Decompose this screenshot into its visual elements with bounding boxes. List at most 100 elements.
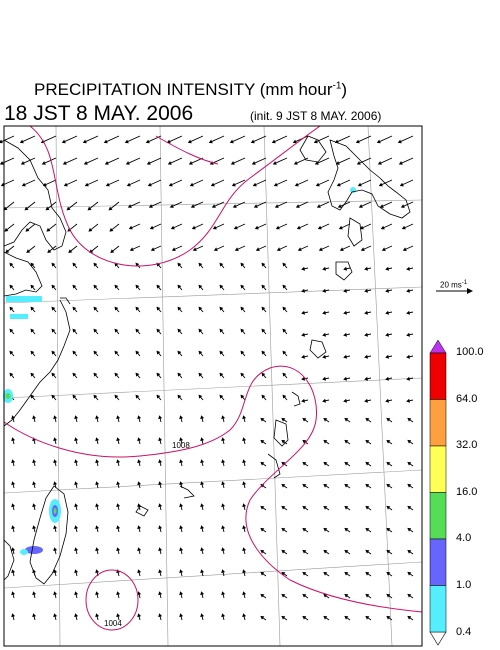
- wind-arrow: [323, 417, 330, 423]
- wind-arrow: [51, 328, 57, 335]
- wind-arrow: [137, 481, 142, 489]
- wind-arrow: [3, 201, 15, 211]
- wind-arrow: [242, 525, 247, 533]
- wind-reference-text: 20 ms: [440, 280, 462, 290]
- wind-arrow: [158, 459, 163, 467]
- wind-arrow: [158, 415, 163, 423]
- wind-arrow: [125, 157, 141, 165]
- wind-arrow: [110, 245, 120, 253]
- wind-arrow: [323, 461, 330, 467]
- wind-arrow: [32, 613, 37, 621]
- wind-arrow: [302, 593, 309, 599]
- wind-arrow: [294, 179, 309, 187]
- wind-arrow: [407, 505, 414, 511]
- wind-arrow: [116, 591, 121, 599]
- wind-arrow: [407, 549, 414, 555]
- wind-arrow: [127, 201, 141, 208]
- wind-arrow: [68, 245, 78, 253]
- wind-arrow: [135, 328, 141, 335]
- wind-arrow: [343, 288, 351, 293]
- wind-arrow: [250, 135, 267, 144]
- wind-arrow: [323, 527, 330, 533]
- wind-arrow: [158, 503, 163, 511]
- wind-arrow: [407, 615, 414, 621]
- wind-arrow: [221, 525, 226, 533]
- wind-arrow: [74, 547, 79, 555]
- wind-arrow: [137, 547, 142, 555]
- wind-arrow: [406, 332, 414, 337]
- wind-arrow: [145, 135, 162, 144]
- colorbar-label-1: 1.0: [456, 579, 472, 591]
- map-title-suffix: ): [341, 80, 348, 99]
- wind-arrow: [281, 593, 288, 599]
- wind-arrow: [177, 328, 183, 335]
- wind-arrow: [365, 527, 372, 533]
- wind-arrow: [344, 483, 351, 489]
- wind-arrow: [66, 201, 78, 211]
- wind-arrow: [46, 223, 57, 232]
- wind-arrow: [53, 437, 58, 445]
- wind-arrow: [322, 332, 330, 337]
- wind-arrow: [187, 135, 204, 144]
- wind-arrow: [148, 201, 162, 208]
- wind-arrow: [93, 328, 99, 335]
- wind-arrow: [198, 306, 204, 313]
- wind-arrow: [234, 245, 246, 251]
- wind-arrow: [302, 549, 309, 555]
- wind-arrow: [74, 569, 79, 577]
- wind-arrow: [158, 613, 163, 621]
- wind-arrow: [323, 615, 330, 621]
- wind-reference-arrow: [436, 288, 473, 294]
- wind-arrow: [260, 417, 267, 423]
- wind-arrow: [93, 306, 99, 313]
- wind-arrow: [406, 398, 414, 403]
- isobar-label-1004: 1004: [104, 619, 122, 628]
- wind-arrow: [301, 266, 309, 271]
- wind-arrow: [158, 525, 163, 533]
- wind-arrow: [83, 157, 99, 165]
- wind-arrow: [135, 394, 141, 401]
- wind-arrow: [40, 135, 57, 144]
- wind-arrow: [9, 284, 15, 291]
- wind-arrow: [116, 503, 121, 511]
- wind-arrow: [5, 245, 15, 253]
- colorbar-label-100: 100.0: [456, 346, 484, 358]
- wind-arrow: [322, 288, 330, 293]
- wind-arrow: [261, 372, 267, 379]
- wind-arrow: [260, 549, 267, 555]
- wind-arrow: [322, 310, 330, 315]
- wind-arrow: [385, 266, 393, 271]
- wind-arrow: [200, 525, 205, 533]
- wind-arrow: [74, 591, 79, 599]
- wind-arrow: [135, 306, 141, 313]
- precipitation-areas: [3, 187, 356, 555]
- wind-arrow: [344, 549, 351, 555]
- wind-arrow: [365, 483, 372, 489]
- wind-arrow: [301, 332, 309, 337]
- wind-arrow: [240, 306, 246, 313]
- wind-arrow: [179, 547, 184, 555]
- wind-arrow: [219, 394, 225, 401]
- wind-arrow: [95, 481, 100, 489]
- wind-arrow: [179, 525, 184, 533]
- wind-arrow: [177, 350, 183, 357]
- wind-arrow: [337, 201, 351, 208]
- wind-arrow: [364, 398, 372, 403]
- wind-arrow: [302, 483, 309, 489]
- wind-arrow: [53, 569, 58, 577]
- wind-arrow: [385, 398, 393, 403]
- wind-arrow: [137, 437, 142, 445]
- wind-arrow: [200, 481, 205, 489]
- wind-arrow: [32, 459, 37, 467]
- wind-arrow: [365, 571, 372, 577]
- colorbar-segment: [429, 492, 447, 540]
- wind-arrow: [114, 394, 120, 401]
- colorbar-label-16: 16.0: [456, 486, 478, 498]
- wind-arrow: [219, 262, 225, 269]
- wind-arrow: [364, 288, 372, 293]
- wind-arrow: [365, 549, 372, 555]
- wind-arrow: [253, 201, 267, 208]
- wind-arrow: [168, 179, 183, 187]
- wind-arrow: [301, 398, 309, 403]
- wind-arrow: [200, 613, 205, 621]
